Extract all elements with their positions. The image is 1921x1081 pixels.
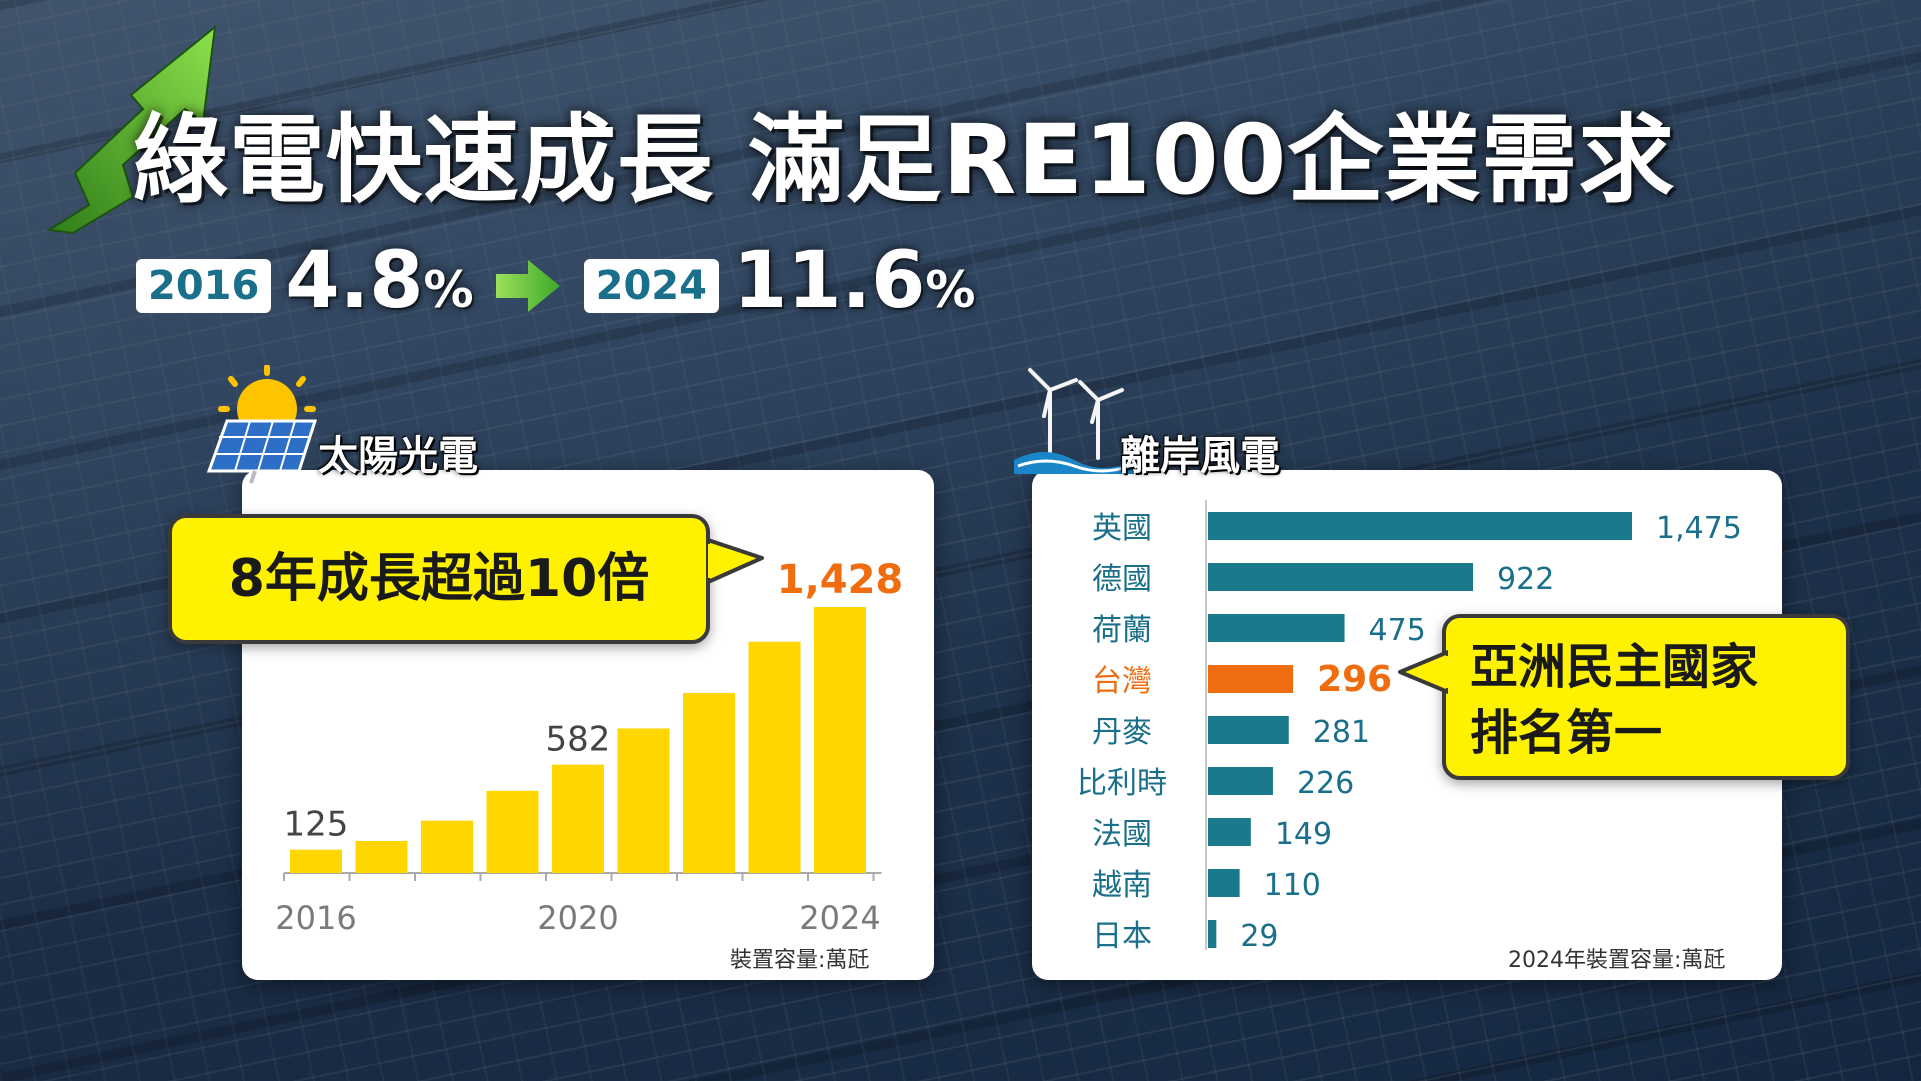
end-year-badge: 2024	[583, 258, 719, 313]
wind-bar	[1208, 512, 1632, 540]
wind-category-label: 台灣	[1092, 664, 1152, 699]
growth-comparison: 2016 4.8% 2024 11.6%	[136, 236, 976, 335]
wind-bar	[1208, 818, 1251, 846]
wind-value-label: 296	[1317, 659, 1392, 700]
wind-bar	[1208, 563, 1474, 591]
wind-callout: 亞洲民主國家 排名第一	[1442, 614, 1850, 780]
wind-bar	[1208, 920, 1217, 948]
wind-category-label: 越南	[1092, 868, 1152, 903]
solar-unit-caption: 裝置容量:萬瓩	[730, 948, 870, 973]
solar-bar	[290, 849, 342, 873]
wind-category-label: 日本	[1092, 919, 1152, 954]
wind-category-label: 比利時	[1077, 766, 1167, 801]
wind-unit-caption: 2024年裝置容量:萬瓩	[1508, 948, 1726, 973]
wind-value-label: 1,475	[1656, 511, 1742, 546]
solar-callout: 8年成長超過10倍	[168, 514, 710, 644]
wind-bar	[1208, 614, 1345, 642]
solar-value-label: 1,428	[777, 557, 904, 603]
solar-bar	[552, 764, 604, 873]
solar-bar	[683, 692, 735, 873]
wind-value-label: 110	[1264, 868, 1321, 903]
wind-callout-line-1: 亞洲民主國家	[1470, 639, 1759, 695]
solar-value-label: 582	[546, 720, 611, 760]
wind-category-label: 荷蘭	[1092, 613, 1152, 648]
solar-bar	[355, 840, 408, 873]
arrow-right-icon	[495, 259, 560, 312]
end-share: 11.6%	[732, 236, 976, 326]
solar-x-tick-label: 2020	[537, 899, 618, 937]
wind-label: 離岸風電	[1120, 433, 1280, 479]
solar-bar	[421, 820, 473, 873]
wind-value-label: 226	[1297, 766, 1354, 801]
solar-bar	[814, 607, 866, 873]
solar-bar	[748, 641, 801, 873]
start-share: 4.8%	[285, 236, 474, 326]
solar-x-tick-label: 2024	[799, 899, 880, 937]
solar-bar	[486, 790, 539, 873]
wind-bar	[1208, 767, 1273, 795]
page-title: 綠電快速成長 滿足RE100企業需求	[132, 104, 1676, 216]
wind-value-label: 29	[1240, 919, 1278, 954]
wind-bar	[1208, 869, 1240, 897]
start-year-badge: 2016	[136, 258, 272, 313]
wind-bar-chart: 英國 1,475 德國 922 荷蘭 475 台灣 296 丹麥 281 比利時 226 法國 149 越南…	[1077, 500, 1742, 954]
wind-bar	[1208, 665, 1294, 693]
wind-value-label: 281	[1313, 715, 1370, 750]
solar-value-label: 125	[284, 805, 349, 845]
wind-callout-line-2: 排名第一	[1470, 705, 1663, 761]
solar-label: 太陽光電	[318, 433, 478, 479]
wind-category-label: 丹麥	[1092, 715, 1152, 750]
growth-arrow-icon	[46, 24, 217, 235]
wind-category-label: 英國	[1092, 511, 1152, 546]
wind-value-label: 922	[1497, 562, 1554, 597]
wind-category-label: 德國	[1092, 562, 1152, 597]
wind-category-label: 法國	[1092, 817, 1152, 852]
wind-value-label: 475	[1369, 613, 1426, 648]
solar-bar-chart: 125 2016 582 2020 1,428 2024	[275, 557, 904, 937]
solar-bar	[617, 728, 670, 873]
wind-callout-pointer	[1398, 650, 1448, 694]
wind-turbine-icon	[1014, 368, 1134, 474]
wind-bar	[1208, 716, 1289, 744]
solar-callout-pointer	[708, 538, 764, 584]
solar-panel-icon	[206, 365, 318, 484]
wind-value-label: 149	[1275, 817, 1332, 852]
solar-x-tick-label: 2016	[275, 899, 356, 937]
